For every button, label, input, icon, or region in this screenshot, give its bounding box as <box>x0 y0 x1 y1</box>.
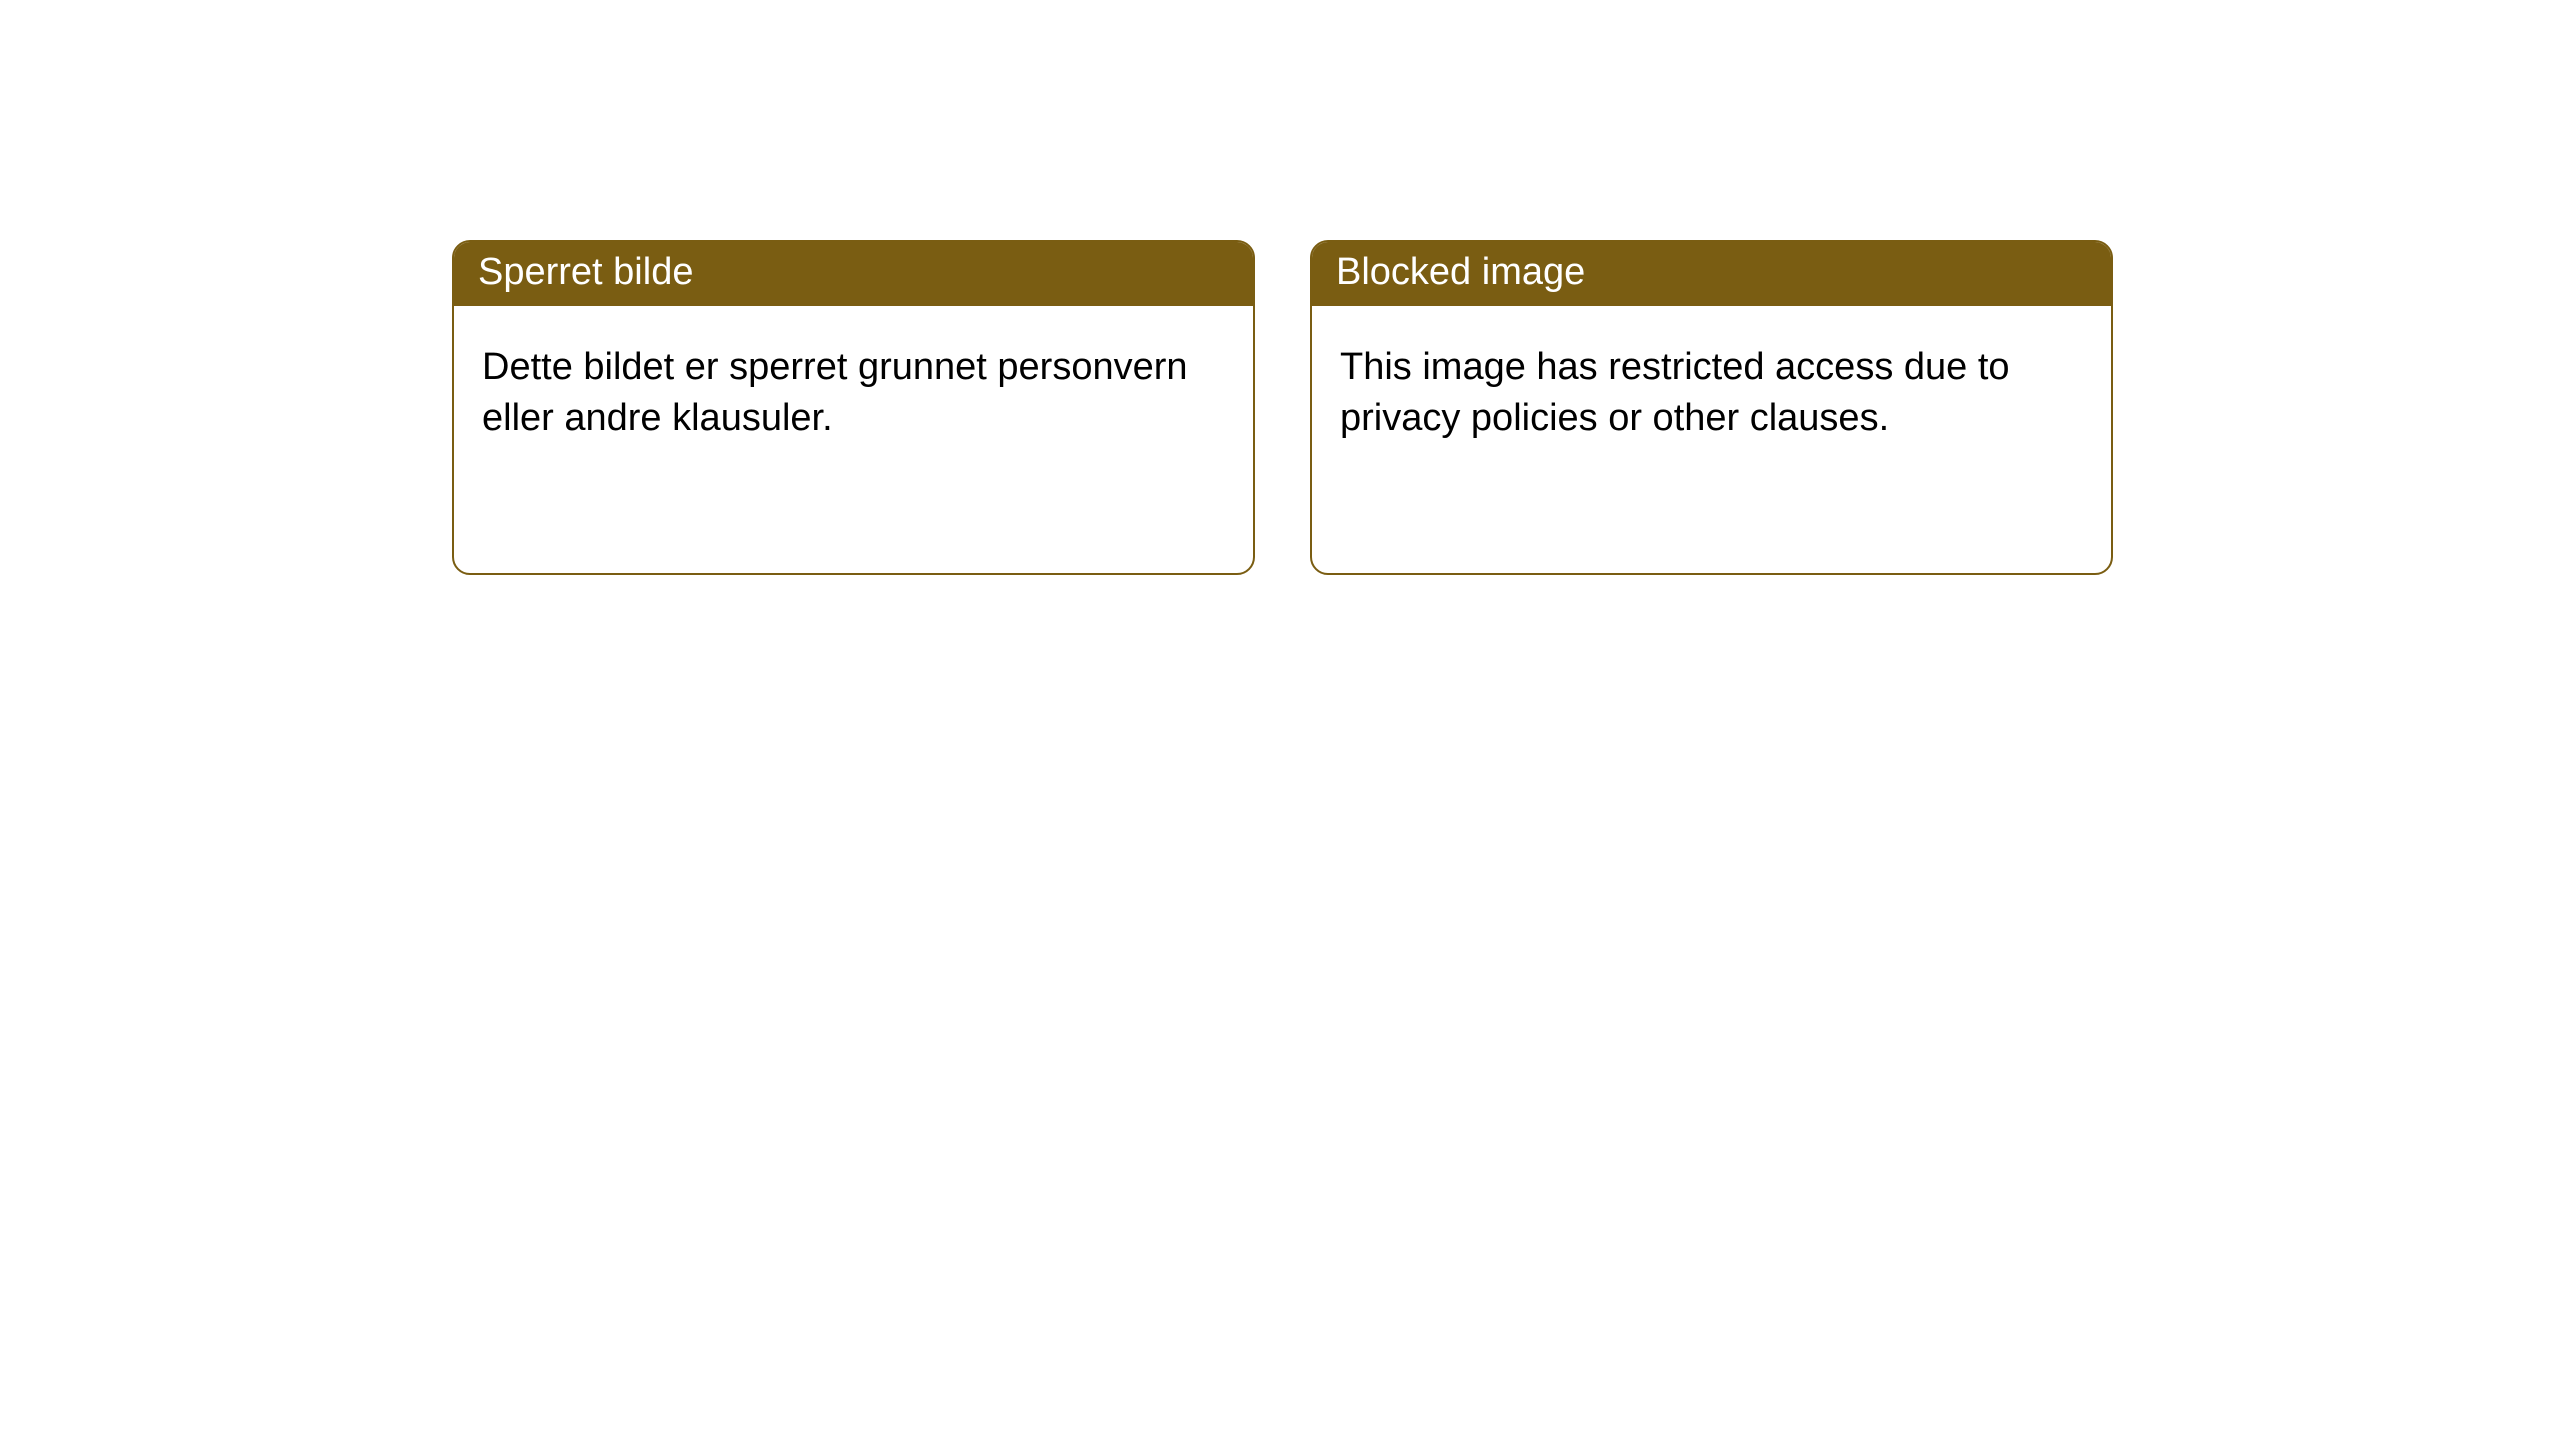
notice-container: Sperret bilde Dette bildet er sperret gr… <box>0 0 2560 575</box>
notice-card-english: Blocked image This image has restricted … <box>1310 240 2113 575</box>
notice-title-english: Blocked image <box>1312 242 2111 306</box>
notice-body-norwegian: Dette bildet er sperret grunnet personve… <box>454 306 1253 469</box>
notice-card-norwegian: Sperret bilde Dette bildet er sperret gr… <box>452 240 1255 575</box>
notice-body-english: This image has restricted access due to … <box>1312 306 2111 469</box>
notice-title-norwegian: Sperret bilde <box>454 242 1253 306</box>
